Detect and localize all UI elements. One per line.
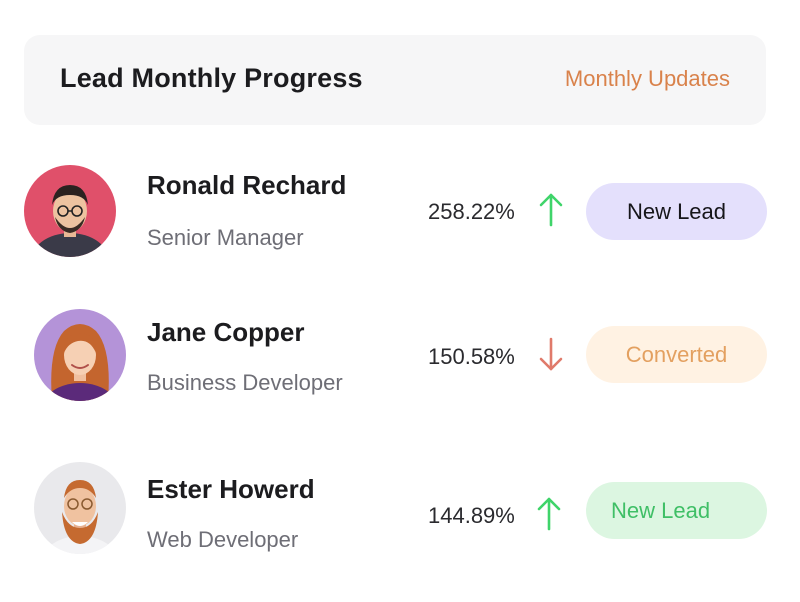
list-item: Ronald Rechard Senior Manager 258.22% Ne… bbox=[0, 155, 800, 265]
lead-role: Web Developer bbox=[147, 527, 299, 552]
user-avatar-icon bbox=[24, 165, 116, 257]
lead-role: Business Developer bbox=[147, 370, 343, 395]
lead-name: Ronald Rechard bbox=[147, 170, 347, 200]
lead-name: Jane Copper bbox=[147, 317, 305, 347]
status-badge[interactable]: New Lead bbox=[586, 482, 767, 539]
arrow-up-icon bbox=[537, 497, 561, 531]
arrow-up-icon bbox=[539, 193, 563, 227]
arrow-down-icon bbox=[539, 337, 563, 371]
avatar bbox=[34, 309, 126, 401]
list-item: Ester Howerd Web Developer 144.89% New L… bbox=[0, 455, 800, 565]
status-badge[interactable]: New Lead bbox=[586, 183, 767, 240]
monthly-updates-link[interactable]: Monthly Updates bbox=[564, 66, 730, 91]
page-title: Lead Monthly Progress bbox=[60, 63, 363, 93]
lead-progress-header: Lead Monthly Progress Monthly Updates bbox=[24, 35, 766, 125]
lead-percent: 150.58% bbox=[428, 344, 515, 369]
lead-percent: 258.22% bbox=[428, 199, 515, 224]
status-badge[interactable]: Converted bbox=[586, 326, 767, 383]
lead-name: Ester Howerd bbox=[147, 474, 315, 504]
avatar bbox=[24, 165, 116, 257]
user-avatar-icon bbox=[34, 462, 126, 554]
lead-role: Senior Manager bbox=[147, 225, 304, 250]
list-item: Jane Copper Business Developer 150.58% C… bbox=[0, 300, 800, 410]
user-avatar-icon bbox=[34, 309, 126, 401]
lead-percent: 144.89% bbox=[428, 503, 515, 528]
avatar bbox=[34, 462, 126, 554]
